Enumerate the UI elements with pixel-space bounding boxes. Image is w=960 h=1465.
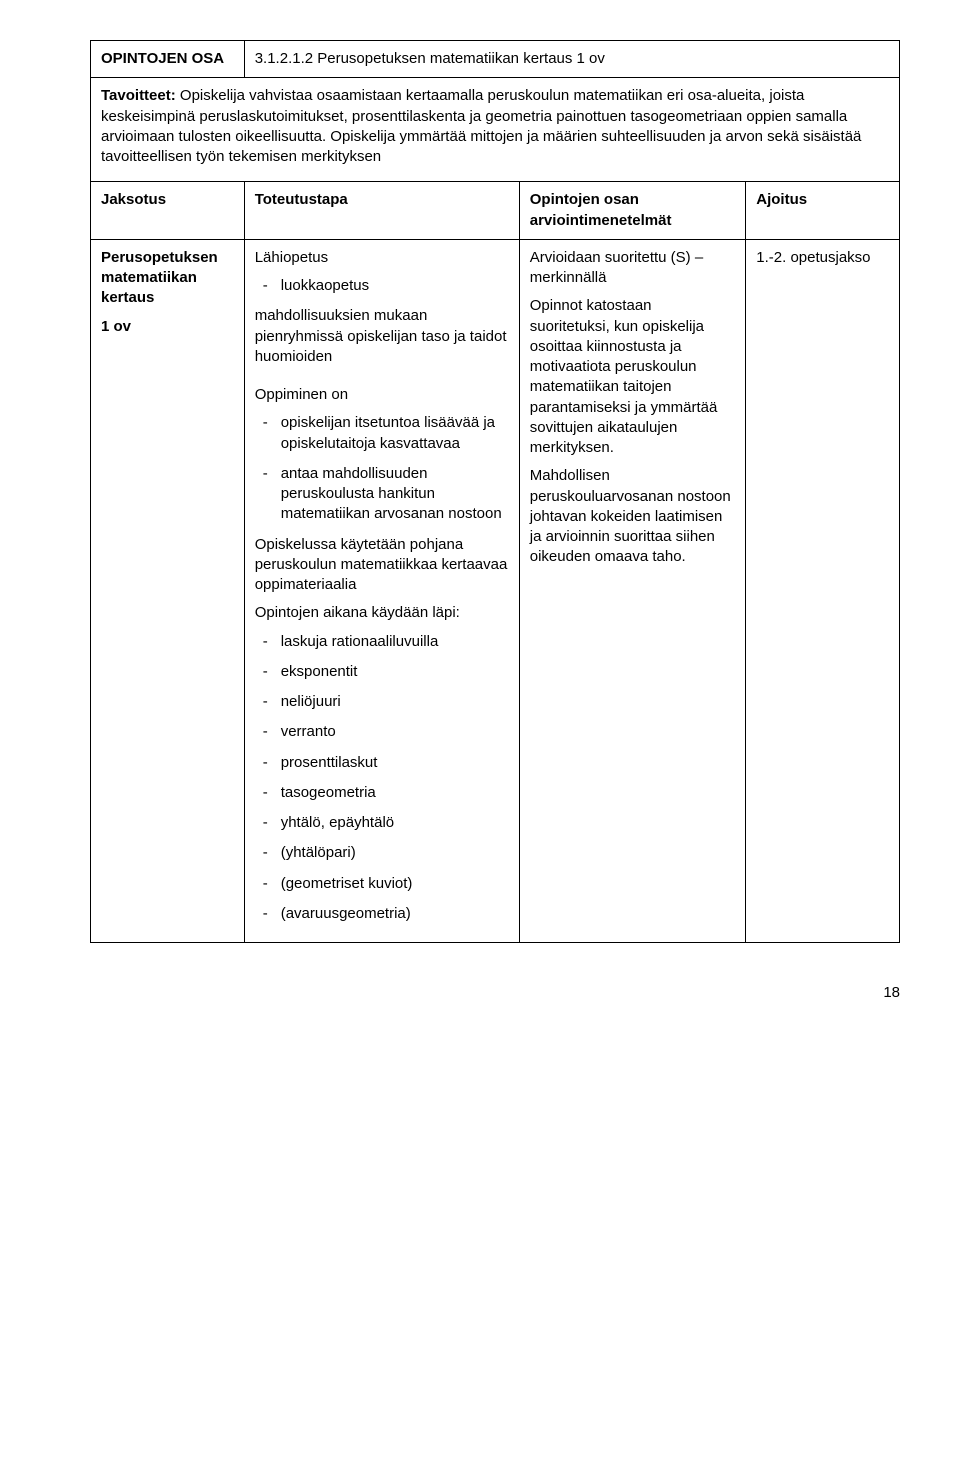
col-toteutustapa: Toteutustapa — [244, 182, 519, 240]
header-row: OPINTOJEN OSA 3.1.2.1.2 Perusopetuksen m… — [91, 41, 900, 78]
course-title: Perusopetuksen matematiikan kertaus — [101, 248, 234, 309]
topic-2: eksponentit — [281, 662, 509, 682]
oppiminen-on-heading: Oppiminen on — [255, 385, 509, 405]
course-credits: 1 ov — [101, 317, 234, 337]
page-number: 18 — [90, 983, 900, 1003]
label-jaksotus: Jaksotus — [101, 191, 166, 208]
toteutustapa-cell: Lähiopetus luokkaopetus mahdollisuuksien… — [244, 239, 519, 942]
course-code: 3.1.2.1.2 Perusopetuksen matematiikan ke… — [255, 50, 605, 67]
oppiminen-item-1: opiskelijan itsetuntoa lisäävää ja opisk… — [281, 413, 509, 454]
topic-5: prosenttilaskut — [281, 753, 509, 773]
opiskelussa-text: Opiskelussa käytetään pohjana peruskoulu… — [255, 535, 509, 596]
col-jaksotus: Jaksotus — [91, 182, 245, 240]
topics-list: laskuja rationaaliluvuilla eksponentit n… — [255, 632, 509, 925]
course-code-cell: 3.1.2.1.2 Perusopetuksen matematiikan ke… — [244, 41, 899, 78]
goals-cell: Tavoitteet: Opiskelija vahvistaa osaamis… — [91, 78, 900, 182]
goals-text: Tavoitteet: Opiskelija vahvistaa osaamis… — [101, 86, 889, 167]
topic-3: neliöjuuri — [281, 692, 509, 712]
lahiopetus-list: luokkaopetus — [255, 276, 509, 296]
mahdollisuuksien-text: mahdollisuuksien mukaan pienryhmissä opi… — [255, 306, 509, 367]
topic-8: (yhtälöpari) — [281, 843, 509, 863]
opintojen-aikana-heading: Opintojen aikana käydään läpi: — [255, 603, 509, 623]
lahiopetus-heading: Lähiopetus — [255, 248, 509, 268]
goals-row: Tavoitteet: Opiskelija vahvistaa osaamis… — [91, 78, 900, 182]
goals-label: Tavoitteet: — [101, 87, 176, 104]
timing-text: 1.-2. opetusjakso — [756, 248, 889, 268]
luokkaopetus-item: luokkaopetus — [281, 276, 509, 296]
jaksotus-cell: Perusopetuksen matematiikan kertaus 1 ov — [91, 239, 245, 942]
goals-body: Opiskelija vahvistaa osaamistaan kertaam… — [101, 87, 861, 165]
ajoitus-cell: 1.-2. opetusjakso — [746, 239, 900, 942]
oppiminen-item-2: antaa mahdollisuuden peruskoulusta hanki… — [281, 464, 509, 525]
oppiminen-list: opiskelijan itsetuntoa lisäävää ja opisk… — [255, 413, 509, 524]
assessment-p2: Opinnot katostaan suoritetuksi, kun opis… — [530, 296, 736, 458]
assessment-p3: Mahdollisen peruskouluarvosanan nostoon … — [530, 466, 736, 567]
label-arviointi: Opintojen osan arviointimenetelmät — [530, 191, 672, 228]
topic-1: laskuja rationaaliluvuilla — [281, 632, 509, 652]
col-arviointi: Opintojen osan arviointimenetelmät — [519, 182, 746, 240]
course-table: OPINTOJEN OSA 3.1.2.1.2 Perusopetuksen m… — [90, 40, 900, 943]
label-toteutustapa: Toteutustapa — [255, 191, 348, 208]
topic-6: tasogeometria — [281, 783, 509, 803]
assessment-p1: Arvioidaan suoritettu (S) – merkinnällä — [530, 248, 736, 289]
content-row: Perusopetuksen matematiikan kertaus 1 ov… — [91, 239, 900, 942]
subject-label-cell: OPINTOJEN OSA — [91, 41, 245, 78]
arviointi-cell: Arvioidaan suoritettu (S) – merkinnällä … — [519, 239, 746, 942]
col-ajoitus: Ajoitus — [746, 182, 900, 240]
topic-9: (geometriset kuviot) — [281, 874, 509, 894]
column-headers-row: Jaksotus Toteutustapa Opintojen osan arv… — [91, 182, 900, 240]
topic-4: verranto — [281, 722, 509, 742]
subject-label: OPINTOJEN OSA — [101, 50, 224, 67]
topic-7: yhtälö, epäyhtälö — [281, 813, 509, 833]
topic-10: (avaruusgeometria) — [281, 904, 509, 924]
label-ajoitus: Ajoitus — [756, 191, 807, 208]
